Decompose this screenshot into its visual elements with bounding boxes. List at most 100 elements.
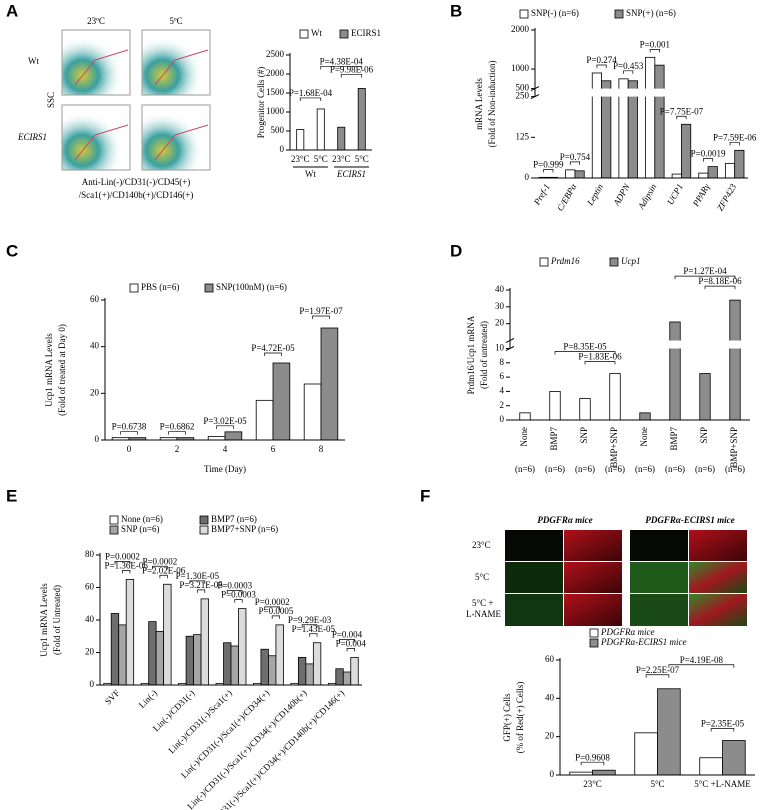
annotation: P=4.72E-05	[251, 343, 295, 353]
bar	[272, 362, 291, 441]
flow-image	[61, 104, 131, 171]
y-axis-label: Ucp1 mRNA Levels	[44, 333, 54, 407]
significance-bracket	[340, 74, 363, 78]
x-tick-label: Adipsin	[635, 182, 658, 212]
bar	[335, 668, 344, 686]
significance-bracket	[122, 570, 131, 574]
significance-bracket	[676, 115, 687, 120]
flow-image	[61, 29, 131, 96]
annotation: P=0.0005	[258, 606, 293, 616]
legend-label: SNP (n=6)	[121, 524, 160, 534]
y-tick-label: 0	[90, 679, 95, 689]
y-axis-label: (Fold of untreated)	[479, 321, 489, 389]
x-tick-label: C/EBPα	[555, 182, 579, 213]
bar	[230, 645, 239, 686]
y-tick-label: 80	[85, 549, 95, 559]
legend-swatch	[109, 515, 119, 525]
significance-bracket	[309, 633, 318, 637]
y-tick-label: 4	[500, 385, 505, 395]
panel-label: A	[6, 1, 18, 20]
x-tick-label: 23°C	[583, 779, 602, 789]
x-tick-label: None	[519, 427, 529, 447]
panel-label: F	[420, 486, 430, 505]
bar	[163, 583, 172, 686]
bar	[698, 172, 709, 179]
significance-bracket	[159, 574, 168, 579]
y-tick-label: 20	[495, 318, 505, 328]
group-label: Wt	[305, 169, 316, 179]
bar	[255, 399, 274, 441]
flow-column: 23ºC	[87, 16, 105, 26]
x-tick-label: Leptin	[584, 182, 605, 208]
microscopy: PDGFRα mice PDGFRα-ECIRS1 mice 23°C 5°C …	[466, 515, 747, 626]
bar	[224, 431, 243, 441]
significance-bracket	[704, 285, 736, 290]
annotation: P=0.0002	[255, 597, 290, 607]
significance-bracket	[216, 425, 234, 429]
annotation: P=8.35E-05	[563, 342, 607, 352]
panel-label: D	[450, 241, 462, 260]
bar	[634, 732, 658, 776]
significance-bracket	[264, 352, 282, 356]
annotation: P=0.0002	[142, 556, 177, 566]
x-tick-label: SNP	[699, 427, 709, 444]
chart: None(n=6)BMP7(n=6)SNP(n=6)BMP+SNP(n=6)No…	[466, 256, 752, 474]
image-cell	[630, 562, 688, 593]
bar	[193, 634, 202, 686]
significance-bracket	[264, 606, 281, 610]
x-tick-label: PPARγ	[690, 182, 712, 209]
annotation: P=0.453	[613, 61, 644, 71]
bar	[305, 663, 314, 686]
bar	[549, 390, 561, 421]
annotation: P=4.19E-08	[680, 655, 724, 665]
x-tick-label: None	[639, 427, 649, 447]
annotation: P=2.35E-05	[701, 719, 745, 729]
significance-bracket	[580, 761, 605, 766]
n-label: (n=6)	[515, 464, 535, 474]
x-tick-label: UCP1	[665, 182, 685, 206]
legend-swatch	[519, 9, 529, 19]
y-tick-label: 20	[545, 731, 555, 741]
bar	[565, 169, 576, 179]
annotation: P=3.21E-05	[179, 580, 223, 590]
x-tick-label: 23°C	[291, 154, 310, 164]
annotation: P=0.999	[533, 159, 564, 169]
flow-plots: 23ºC 5ºC Wt ECIRS1 SSC Anti-Lin(-)/CD31(…	[17, 16, 211, 200]
legend-swatch	[339, 29, 349, 39]
significance-bracket	[234, 599, 243, 603]
flow-y-label: SSC	[46, 92, 56, 108]
y-tick-label: 500	[516, 83, 530, 93]
annotation: P=9.29E-03	[288, 615, 332, 625]
legend-label: Prdm16	[550, 256, 580, 266]
y-tick-label: 10	[495, 343, 505, 353]
y-tick-label: 2000	[511, 24, 530, 34]
significance-bracket	[168, 431, 186, 435]
bar	[699, 757, 723, 776]
image-cell	[564, 594, 622, 626]
significance-bracket	[543, 168, 554, 173]
bar	[657, 688, 681, 776]
x-tick-label: BMP+SNP	[729, 427, 739, 468]
image-cell	[689, 562, 747, 593]
significance-bracket	[623, 70, 634, 74]
y-tick-label: 20	[90, 387, 100, 397]
significance-bracket	[301, 624, 318, 628]
y-tick-label: 40	[545, 692, 555, 702]
bar	[320, 327, 339, 441]
significance-bracket	[703, 158, 714, 162]
image-column: PDGFRα-ECIRS1 mice	[645, 515, 734, 525]
bar	[296, 129, 305, 151]
bar	[729, 299, 741, 421]
significance-bracket	[299, 97, 322, 101]
significance-bracket	[584, 361, 616, 365]
chart: 23°C 5°C 23°C 5°C Wt ECIRS1 0 500 1000 1500 2000 25…	[256, 28, 381, 179]
x-tick-label: ZFP423	[715, 182, 739, 213]
n-label: (n=6)	[695, 464, 715, 474]
x-tick-label: SVF	[103, 688, 122, 707]
annotation: P=0.0019	[691, 149, 726, 159]
panel-label: B	[450, 1, 462, 20]
legend-label: PDGFRα mice	[600, 627, 654, 637]
x-tick-label: Lin(-)/CD31(-)/Sca1(+)	[166, 688, 234, 756]
y-axis-label: Progenitor Cells (#)	[256, 67, 266, 139]
bar	[207, 436, 226, 441]
